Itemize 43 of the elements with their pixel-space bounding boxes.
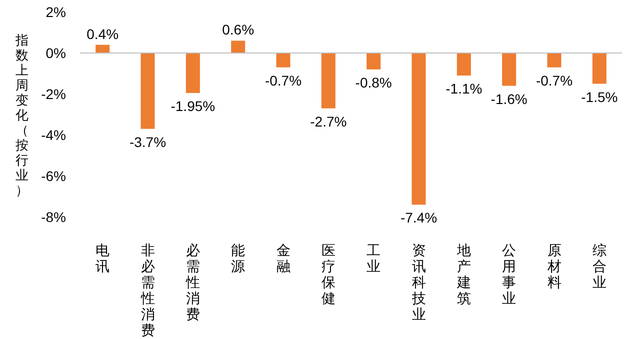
x-tick-label: 能源	[231, 242, 246, 274]
bar	[96, 44, 110, 53]
data-label: -1.1%	[446, 80, 482, 97]
x-tick-label: 地产建筑	[456, 242, 471, 306]
data-label: -1.5%	[581, 88, 618, 105]
data-label: -0.8%	[355, 74, 392, 90]
data-label: -0.7%	[264, 72, 302, 88]
x-tick-label: 金融	[276, 242, 290, 274]
bar	[456, 53, 471, 76]
bar	[276, 53, 290, 68]
x-tick-label: 公用事业	[502, 242, 516, 306]
x-tick-label: 综合业	[592, 242, 606, 290]
x-tick-label: 电讯	[96, 242, 110, 274]
x-tick-label: 资讯科技业	[410, 242, 426, 322]
data-label: -3.7%	[129, 134, 166, 150]
x-tick-label: 医疗保健	[321, 242, 336, 306]
x-tick-label: 工业	[366, 242, 381, 274]
x-tick-label: 原材料	[546, 242, 562, 290]
bar	[592, 53, 606, 84]
x-tick-label: 非必需性消费	[140, 242, 155, 338]
bar	[140, 53, 155, 129]
x-tick-label: 必需性消费	[184, 242, 200, 322]
bar	[231, 40, 246, 53]
y-tick-label: 2%	[46, 4, 66, 20]
data-label: -7.4%	[400, 210, 438, 226]
data-label: 0.4%	[86, 26, 119, 42]
text: 指数上周变化（按行业）	[16, 32, 28, 198]
y-tick-label: -6%	[41, 168, 66, 184]
data-label: -1.6%	[490, 90, 528, 107]
bar	[186, 53, 200, 93]
y-tick-label: -4%	[41, 127, 66, 143]
y-tick-label: 0%	[46, 45, 66, 61]
data-label: 0.6%	[222, 22, 254, 38]
y-tick-label: -2%	[41, 86, 66, 102]
bar	[321, 53, 336, 108]
bar	[502, 53, 516, 86]
bar	[412, 53, 426, 205]
bar	[366, 53, 381, 70]
bar	[547, 53, 562, 68]
y-tick-label: -8%	[41, 209, 66, 225]
data-label: -1.95%	[170, 98, 216, 114]
data-label: -2.7%	[310, 113, 347, 130]
data-label: -0.7%	[536, 72, 573, 88]
